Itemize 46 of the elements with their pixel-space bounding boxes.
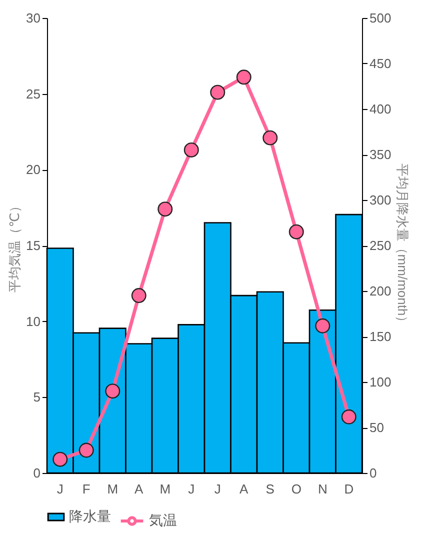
point (158, 202, 173, 217)
y2-tick-label: 50 (370, 420, 384, 435)
x-tick-label: F (82, 482, 90, 496)
y2-tick-label: 350 (370, 147, 392, 162)
point (52, 452, 68, 467)
x-tick-label: O (291, 482, 302, 496)
y2-tick-label: 400 (370, 102, 392, 116)
y2-tick-label: 300 (370, 192, 392, 208)
point (105, 384, 120, 399)
x-tick-label: N (318, 482, 328, 496)
point (288, 224, 304, 240)
x-tick-label: A (134, 482, 144, 496)
x-tick-label: A (240, 482, 249, 496)
point (262, 130, 278, 146)
y2-tick-label: 450 (370, 56, 392, 71)
y-tick-label: 30 (26, 10, 40, 26)
x-tick-label: J (214, 482, 221, 496)
point (315, 318, 330, 334)
x-tick-label: D (344, 482, 354, 496)
legend-label: 降水量 (69, 508, 111, 524)
y2-tick-label: 0 (370, 466, 377, 480)
y-axis-title: 平均気温（℃） (7, 200, 22, 292)
y2-tick-label: 100 (370, 374, 392, 390)
y-tick-label: 15 (26, 238, 40, 253)
y-tick-label: 10 (26, 314, 40, 329)
point (184, 142, 199, 158)
y2-tick-label: 500 (370, 10, 392, 26)
y2-tick-label: 150 (370, 329, 392, 344)
point (341, 409, 356, 424)
x-tick-label: S (266, 482, 275, 496)
point (210, 84, 226, 100)
y-tick-label: 25 (26, 86, 40, 102)
point (131, 288, 146, 304)
y2-axis-title: 平均月降水量（mm/month） (395, 163, 410, 329)
y2-tick-label: 250 (370, 238, 392, 253)
x-tick-label: M (107, 482, 118, 496)
point (236, 70, 252, 85)
x-tick-label: M (160, 482, 171, 496)
x-tick-label: J (56, 482, 64, 496)
legend-label: 気温 (149, 512, 177, 528)
y-tick-label: 5 (33, 390, 40, 405)
y-tick-label: 0 (33, 466, 40, 480)
y2-tick-label: 200 (370, 284, 392, 298)
y-tick-label: 20 (26, 162, 40, 178)
x-tick-label: J (188, 482, 195, 496)
point (78, 442, 94, 458)
